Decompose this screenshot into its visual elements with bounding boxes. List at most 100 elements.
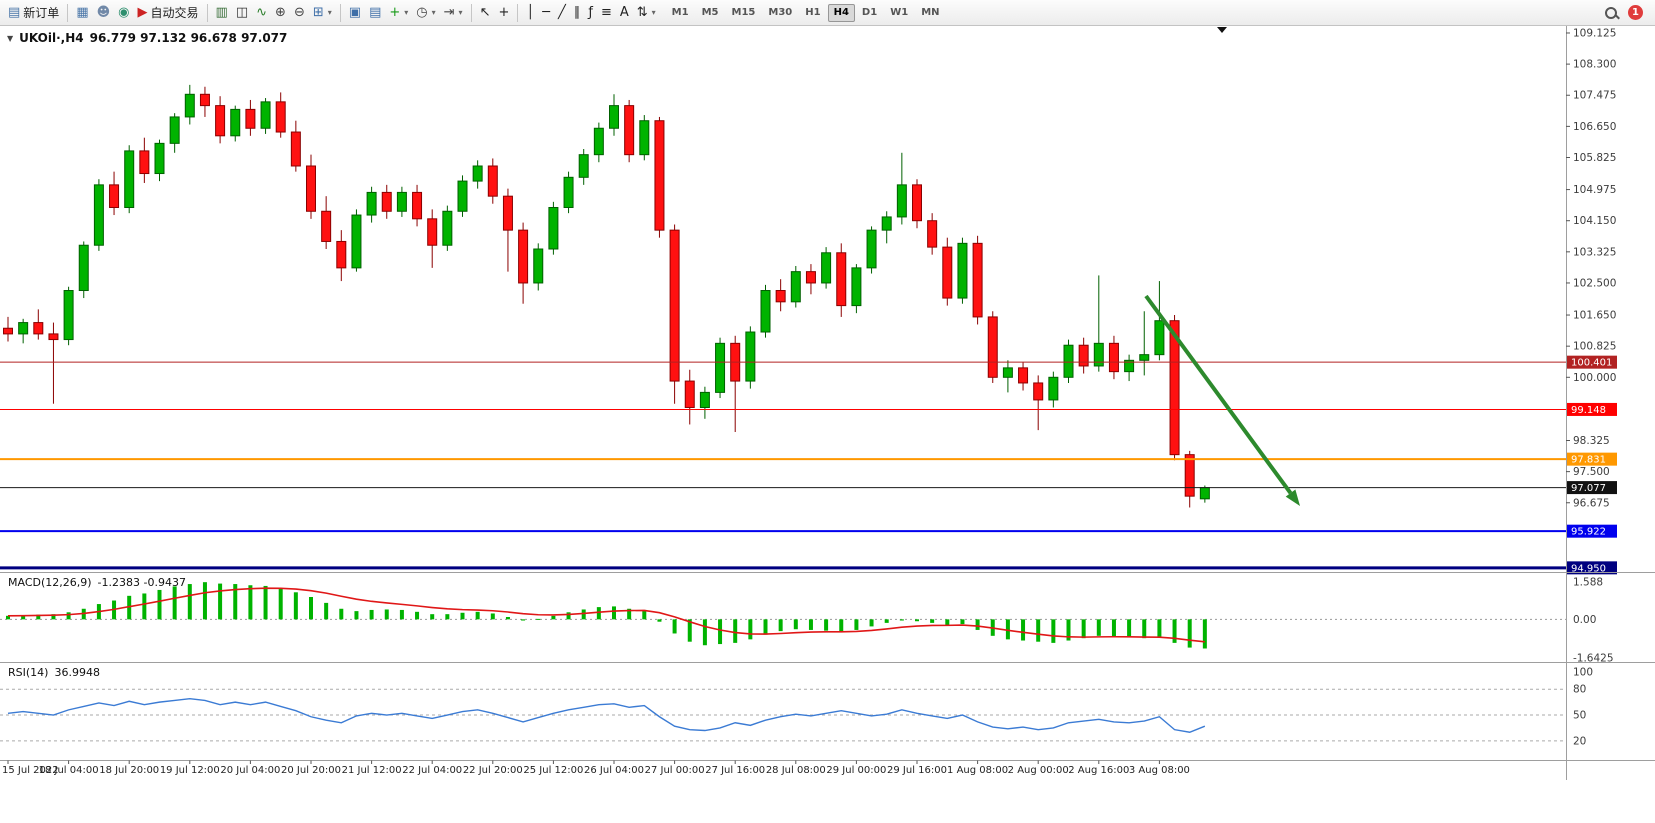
channel-icon[interactable]: ∥ [570,2,585,24]
shapes-icon[interactable]: ⇅ ▾ [633,2,660,24]
dropdown-arrow-icon[interactable]: ▾ [431,8,436,17]
candle-body [48,333,59,341]
bar-chart-icon[interactable]: ▥ [212,2,232,24]
tile-windows-icon[interactable]: ⊞ ▾ [309,2,336,24]
new-order-button[interactable]: ▤ 新订单 [4,2,63,24]
text-icon[interactable]: A [616,2,633,24]
time-tick-label: 28 Jul 08:00 [766,765,826,776]
price-tick-label: 97.500 [1573,466,1610,478]
macd-bar [596,607,601,620]
timeframe-h4[interactable]: H4 [827,3,855,22]
candle-body [1063,344,1074,378]
rsi-indicator-label: RSI(14) 36.9948 [8,666,100,679]
timeframe-d1[interactable]: D1 [861,6,878,18]
candle-body [93,184,104,246]
candle-body [502,195,513,231]
dropdown-arrow-icon[interactable]: ▾ [651,8,656,17]
time-tick-label: 18 Jul 20:00 [99,765,159,776]
trend-arrow-shaft[interactable] [1144,294,1293,495]
candle-body [215,105,226,137]
profiles-icon: ☻ [96,5,111,20]
scroll-position-marker [1217,27,1227,33]
zoom-in-icon[interactable]: ⊕ [271,2,290,24]
fibonacci-icon[interactable]: ƒ [584,2,597,24]
chart-shift-icon[interactable]: ⇥ ▾ [440,2,467,24]
macd-bar [899,619,904,621]
candle-body [1033,382,1044,401]
crosshair-icon[interactable]: + [494,2,513,24]
new-chart-icon[interactable]: ▣ [345,2,365,24]
timeframe-m15[interactable]: M15 [731,6,756,18]
community-icon[interactable]: ◉ [114,2,133,24]
search-icon[interactable] [1603,5,1620,21]
macd-bar [657,619,662,622]
rsi-tick-label: 100 [1573,667,1593,679]
price-badge-text: 100.401 [1571,358,1612,369]
dropdown-arrow-icon[interactable]: ▾ [404,8,409,17]
chart-window-icon[interactable]: ▦ [72,2,92,24]
candle-body [1093,342,1104,367]
candle-body [1108,342,1119,373]
price-tick-label: 105.825 [1573,152,1616,164]
trendline-icon[interactable]: ╱ [554,2,570,24]
timeframe-h1[interactable]: H1 [805,6,821,18]
price-tick-label: 106.650 [1573,121,1616,133]
timeframe-w1[interactable]: W1 [890,6,909,18]
vertical-line-icon: │ [526,5,535,20]
timeframe-m30[interactable]: M30 [768,6,793,18]
price-tick-label: 98.325 [1573,435,1610,447]
periods-icon[interactable]: ◷ ▾ [412,2,439,24]
macd-bar [808,619,813,630]
macd-bar [793,619,798,630]
timeframe-m1[interactable]: M1 [671,6,689,18]
dropdown-arrow-icon[interactable]: ▾ [327,8,332,17]
candle-body [699,391,710,408]
candlestick-chart-icon[interactable]: ◫ [232,2,252,24]
price-tick-label: 108.300 [1573,59,1616,71]
candle-body [336,240,347,269]
zoom-out-icon[interactable]: ⊖ [290,2,309,24]
macd-bar [612,606,616,620]
candle-body [896,184,907,218]
macd-bar [869,619,874,627]
cursor-icon[interactable]: ↖ [476,2,495,24]
candle-body [306,165,316,212]
price-badge-99.148 [1567,402,1617,416]
candle-body [987,316,998,378]
candlestick-chart-icon: ◫ [235,5,249,20]
line-chart-icon[interactable]: ∿ [252,2,271,24]
price-badge-text: 97.831 [1571,455,1606,466]
arrange-charts-icon[interactable]: ▤ [365,2,385,24]
notification-badge[interactable]: 1 [1628,5,1643,20]
candle-body [805,271,816,284]
macd-bar [415,611,420,620]
pitchfork-icon[interactable]: ≡ [597,2,616,24]
price-tick-label: 100.825 [1573,341,1616,353]
profiles-icon[interactable]: ☻ [93,2,115,24]
candle-body [972,242,983,318]
macd-bar [430,614,435,620]
macd-bar [157,589,162,620]
dropdown-arrow-icon[interactable]: ▾ [458,8,463,17]
rsi-values: 36.9948 [54,666,100,679]
add-indicator-icon[interactable]: + ▾ [385,2,412,24]
pitchfork-icon: ≡ [600,5,612,20]
trend-arrow-head[interactable] [1285,489,1300,506]
search-handle [1615,14,1620,19]
autotrade-button[interactable]: ▶ 自动交易 [134,2,203,24]
macd-bar [263,585,268,620]
vertical-line-icon[interactable]: │ [522,2,538,24]
candle-body [851,267,862,307]
macd-bar [1172,619,1177,643]
price-axis[interactable]: 109.125 108.300 107.475 106.650 105.825 104.9… [1566,27,1616,747]
timeframe-mn[interactable]: MN [921,6,940,18]
candle-body [78,244,89,292]
collapse-chart-icon[interactable]: ▼ [7,33,14,43]
horizontal-line-icon[interactable]: ─ [538,2,554,24]
trend-arrow[interactable] [1144,294,1300,506]
timeframe-m5[interactable]: M5 [701,6,719,18]
candle-body [821,252,832,284]
crosshair-icon: + [498,5,510,20]
